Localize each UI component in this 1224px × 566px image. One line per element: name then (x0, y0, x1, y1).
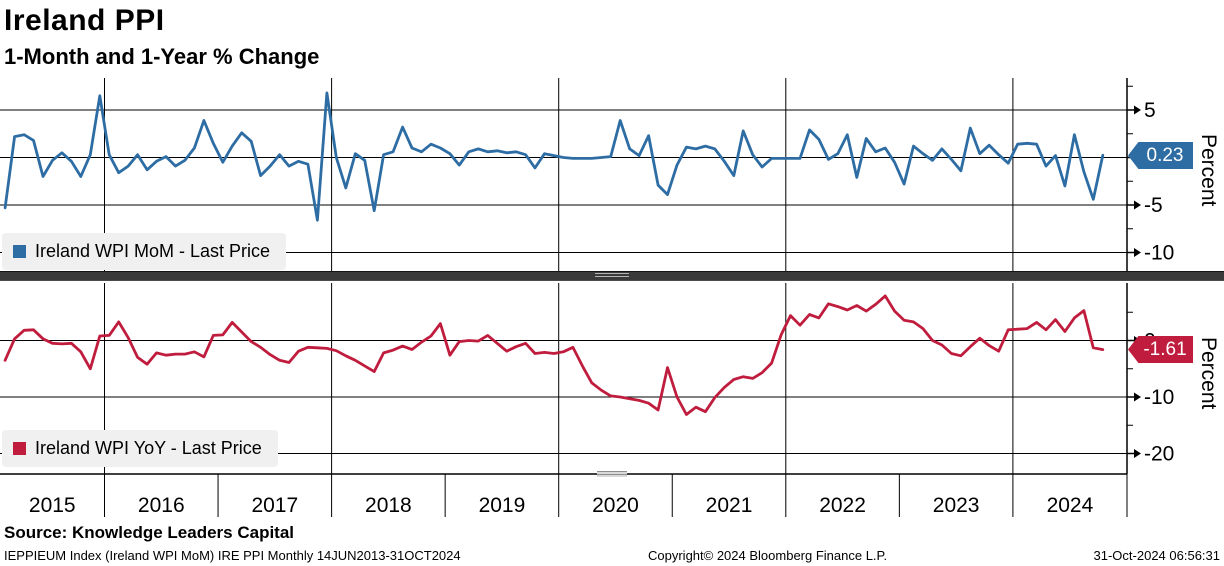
mom-line (3, 91, 1105, 222)
x-axis: 2015 2016 2017 2018 2019 2020 2021 2022 2023 2024 (0, 473, 1128, 517)
x-axis-drag-handle-icon[interactable] (597, 471, 627, 477)
mom-last-price-tag: 0.23 (1128, 142, 1193, 169)
svg-text:-5: -5 (1144, 194, 1163, 217)
svg-text:2015: 2015 (29, 494, 76, 517)
yoy-line (3, 294, 1105, 416)
page-title: Ireland PPI (4, 4, 165, 37)
page-subtitle: 1-Month and 1-Year % Change (4, 44, 320, 69)
svg-text:2018: 2018 (365, 494, 412, 517)
yoy-series-swatch (13, 442, 26, 455)
svg-text:2017: 2017 (251, 494, 298, 517)
source-line: Source: Knowledge Leaders Capital (4, 523, 295, 542)
ticker-description: IEPPIEUM Index (Ireland WPI MoM) IRE PPI… (4, 548, 461, 563)
legend-yoy-label: Ireland WPI YoY - Last Price (35, 438, 262, 458)
timestamp: 31-Oct-2024 06:56:31 (1093, 548, 1220, 563)
mom-series-swatch (13, 245, 26, 258)
yoy-panel: 0-10-20 (0, 283, 1174, 474)
svg-text:2020: 2020 (592, 494, 639, 517)
bottom-axis-title: Percent (1197, 337, 1220, 410)
svg-text:2016: 2016 (138, 494, 185, 517)
svg-text:2024: 2024 (1047, 494, 1094, 517)
splitter-drag-handle-icon[interactable] (595, 273, 629, 279)
panel-splitter-bar[interactable] (0, 271, 1224, 281)
svg-text:-20: -20 (1144, 443, 1174, 466)
legend-mom[interactable]: Ireland WPI MoM - Last Price (2, 233, 287, 270)
svg-text:5: 5 (1144, 99, 1156, 122)
legend-mom-label: Ireland WPI MoM - Last Price (35, 241, 271, 261)
svg-text:2021: 2021 (706, 494, 753, 517)
top-axis-title: Percent (1197, 134, 1220, 207)
svg-text:2019: 2019 (479, 494, 526, 517)
legend-yoy[interactable]: Ireland WPI YoY - Last Price (2, 430, 278, 467)
yoy-last-price-tag: -1.61 (1128, 336, 1193, 363)
copyright-notice: Copyright© 2024 Bloomberg Finance L.P. (648, 548, 888, 563)
svg-text:-10: -10 (1144, 242, 1174, 265)
svg-text:2022: 2022 (819, 494, 866, 517)
svg-text:2023: 2023 (933, 494, 980, 517)
svg-text:-10: -10 (1144, 386, 1174, 409)
